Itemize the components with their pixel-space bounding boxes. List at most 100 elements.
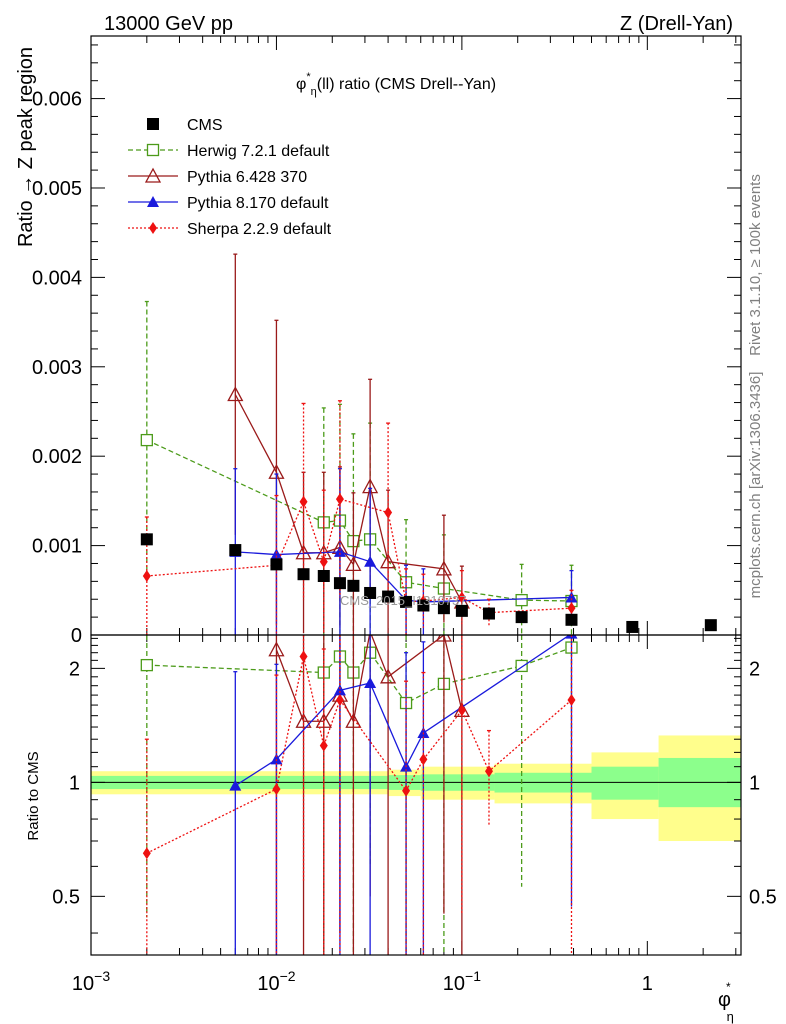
ratio-uncertainty-bands — [91, 735, 741, 842]
data-point — [147, 118, 159, 130]
data-point — [315, 712, 332, 728]
legend-item: Pythia 8.170 default — [128, 195, 329, 212]
data-point — [435, 635, 452, 642]
data-point — [299, 650, 308, 663]
series-line — [234, 394, 463, 603]
data-point — [319, 739, 328, 752]
ratio-frame — [90, 634, 742, 956]
ratio-y-tick-label: 2 — [69, 658, 80, 680]
data-point — [345, 712, 362, 728]
data-point — [400, 595, 413, 608]
data-point — [364, 555, 377, 567]
data-point — [333, 545, 346, 557]
x-tick-label: 10−1 — [443, 968, 481, 995]
data-point — [229, 544, 242, 557]
data-point — [229, 779, 242, 791]
side-rivet-label: Rivet 3.1.10, ≥ 100k events — [747, 174, 764, 356]
legend-label: Pythia 8.170 default — [187, 195, 329, 212]
data-point — [704, 619, 717, 632]
data-point — [457, 704, 466, 717]
data-point — [435, 560, 452, 576]
data-point — [382, 590, 395, 603]
series-sherpa-2-2-9-default — [142, 635, 576, 955]
data-point — [270, 753, 283, 765]
ratio-y-tick-label-right: 2 — [749, 658, 760, 680]
series-line — [146, 656, 572, 854]
data-point — [457, 591, 466, 604]
ratio-y-tick-label: 1 — [69, 772, 80, 794]
series-cms — [140, 533, 717, 633]
series-line — [275, 635, 463, 724]
data-point — [317, 569, 330, 582]
axes-ticks: 10−3 10−2 10−1 1 0 0.001 0.002 0.003 0.004 0.005 0… — [32, 36, 777, 995]
data-point — [364, 676, 377, 688]
analysis-watermark: CMS_2015_I1310737 — [340, 593, 467, 608]
data-point — [142, 847, 151, 860]
main-y-tick-label: 0.002 — [32, 446, 82, 468]
main-y-tick-label: 0.005 — [32, 178, 82, 200]
side-mcplots-label: mcplots.cern.ch [arXiv:1306.3436] — [747, 372, 764, 599]
data-point — [333, 577, 346, 590]
header-left: 13000 GeV pp — [104, 13, 233, 35]
data-point — [567, 602, 576, 615]
header-right: Z (Drell-Yan) — [620, 13, 733, 35]
legend-label: Sherpa 2.2.9 default — [187, 221, 332, 238]
plot-frames — [90, 35, 742, 956]
legend-item: CMS — [147, 117, 223, 134]
legend: CMS Herwig 7.2.1 default Pythia 6.428 370 P… — [128, 117, 332, 238]
data-point — [142, 569, 151, 582]
ratio-y-tick-label: 0.5 — [52, 886, 80, 908]
data-point — [335, 694, 344, 707]
main-y-tick-label: 0.004 — [32, 267, 82, 289]
data-point — [455, 604, 468, 617]
data-point — [270, 558, 283, 571]
legend-item: Pythia 6.428 370 — [128, 167, 307, 186]
data-point — [419, 753, 428, 766]
data-point — [380, 668, 397, 684]
x-tick-label: 10−3 — [72, 968, 110, 995]
series-layer — [140, 253, 717, 955]
data-point — [299, 495, 308, 508]
data-point — [482, 607, 495, 620]
legend-item: Sherpa 2.2.9 default — [128, 221, 332, 238]
data-point — [402, 784, 411, 797]
main-y-tick-label: 0 — [71, 625, 82, 647]
data-point — [515, 593, 528, 607]
main-y-axis-label: Ratio → Z peak region — [15, 47, 37, 247]
data-point — [147, 196, 159, 207]
data-point — [565, 613, 578, 626]
data-point — [319, 555, 328, 568]
legend-item: Herwig 7.2.1 default — [128, 143, 330, 160]
data-point — [272, 783, 281, 796]
data-point — [565, 591, 578, 603]
data-point — [567, 694, 576, 707]
data-point — [227, 386, 244, 402]
data-point — [333, 684, 346, 696]
data-point — [484, 765, 493, 778]
data-point — [364, 586, 377, 599]
ratio-y-tick-label-right: 1 — [749, 772, 760, 794]
data-point — [515, 659, 528, 673]
data-point — [335, 493, 344, 506]
ratio-y-tick-label-right: 0.5 — [749, 886, 777, 908]
data-point — [295, 544, 312, 560]
data-point — [345, 556, 362, 572]
x-tick-label: 1 — [642, 973, 653, 995]
main-y-tick-label: 0.003 — [32, 357, 82, 379]
data-point — [149, 222, 157, 234]
x-tick-label: 10−2 — [257, 968, 295, 995]
data-point — [268, 641, 285, 657]
data-point — [146, 143, 160, 157]
ratio-panel — [140, 635, 578, 955]
data-point — [140, 433, 153, 447]
legend-label: Pythia 6.428 370 — [187, 169, 307, 186]
main-panel — [140, 253, 717, 635]
data-point — [437, 602, 450, 615]
data-point — [417, 599, 430, 612]
data-point — [144, 167, 162, 183]
series-line — [146, 439, 572, 602]
ratio-band-inner — [591, 766, 659, 800]
main-y-tick-label: 0.006 — [32, 89, 82, 111]
data-point — [515, 611, 528, 624]
